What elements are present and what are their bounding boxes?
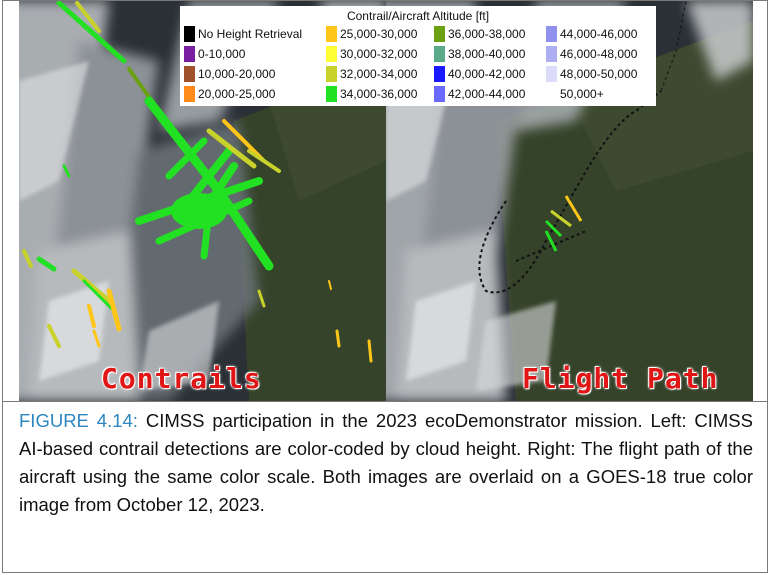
legend-swatch <box>326 66 337 82</box>
legend-item: 38,000-40,000 <box>434 44 546 64</box>
satellite-image-area: Contrails <box>19 1 753 401</box>
legend-swatch <box>434 66 445 82</box>
legend-item: 25,000-30,000 <box>326 24 434 44</box>
legend-item: 40,000-42,000 <box>434 64 546 84</box>
legend-swatch <box>184 66 195 82</box>
legend-label: 34,000-36,000 <box>340 87 418 101</box>
legend-label: 48,000-50,000 <box>560 67 638 81</box>
legend-label: 10,000-20,000 <box>198 67 276 81</box>
legend-label: 25,000-30,000 <box>340 27 418 41</box>
divider <box>3 401 767 402</box>
legend-item: 10,000-20,000 <box>184 64 326 84</box>
legend-swatch <box>434 46 445 62</box>
flight-path-label: Flight Path <box>522 362 719 395</box>
legend-item: 42,000-44,000 <box>434 84 546 104</box>
figure-label: FIGURE 4.14: <box>19 410 138 431</box>
legend-item: 36,000-38,000 <box>434 24 546 44</box>
contrails-label: Contrails <box>101 362 262 395</box>
legend-item: 48,000-50,000 <box>546 64 654 84</box>
legend-grid: No Height Retrieval 0-10,000 10,000-20,000… <box>184 24 652 104</box>
legend-label: 30,000-32,000 <box>340 47 418 61</box>
contrail-detections <box>22 1 373 363</box>
legend-item: 34,000-36,000 <box>326 84 434 104</box>
legend-item: 50,000+ <box>546 84 654 104</box>
flight-path-satellite-image <box>386 1 753 401</box>
legend-swatch <box>546 86 557 102</box>
flight-path-panel: Flight Path <box>386 1 753 401</box>
legend-item: No Height Retrieval <box>184 24 326 44</box>
legend-title: Contrail/Aircraft Altitude [ft] <box>346 9 490 23</box>
legend-label: 42,000-44,000 <box>448 87 526 101</box>
caption-text: CIMSS participation in the 2023 ecoDemon… <box>19 410 753 515</box>
legend-swatch <box>184 26 195 42</box>
legend-swatch <box>326 46 337 62</box>
legend-label: 46,000-48,000 <box>560 47 638 61</box>
legend-item: 46,000-48,000 <box>546 44 654 64</box>
legend-swatch <box>326 26 337 42</box>
legend-label: 36,000-38,000 <box>448 27 526 41</box>
legend-item: 0-10,000 <box>184 44 326 64</box>
legend-item: 20,000-25,000 <box>184 84 326 104</box>
legend-swatch <box>546 26 557 42</box>
legend-swatch <box>434 86 445 102</box>
legend-item: 30,000-32,000 <box>326 44 434 64</box>
legend-swatch <box>326 86 337 102</box>
legend-item: 44,000-46,000 <box>546 24 654 44</box>
legend-swatch <box>184 46 195 62</box>
legend-label: 32,000-34,000 <box>340 67 418 81</box>
legend-label: 40,000-42,000 <box>448 67 526 81</box>
legend-label: 38,000-40,000 <box>448 47 526 61</box>
legend-label: 50,000+ <box>560 87 604 101</box>
legend-label: 44,000-46,000 <box>560 27 638 41</box>
legend-swatch <box>434 26 445 42</box>
flight-path-track <box>478 1 687 294</box>
legend-item: 32,000-34,000 <box>326 64 434 84</box>
altitude-legend: Contrail/Aircraft Altitude [ft] No Heigh… <box>180 6 656 106</box>
figure-caption: FIGURE 4.14: CIMSS participation in the … <box>19 407 753 519</box>
legend-swatch <box>546 66 557 82</box>
legend-label: No Height Retrieval <box>198 27 303 41</box>
legend-swatch <box>546 46 557 62</box>
legend-swatch <box>184 86 195 102</box>
legend-label: 0-10,000 <box>198 47 246 61</box>
legend-label: 20,000-25,000 <box>198 87 276 101</box>
